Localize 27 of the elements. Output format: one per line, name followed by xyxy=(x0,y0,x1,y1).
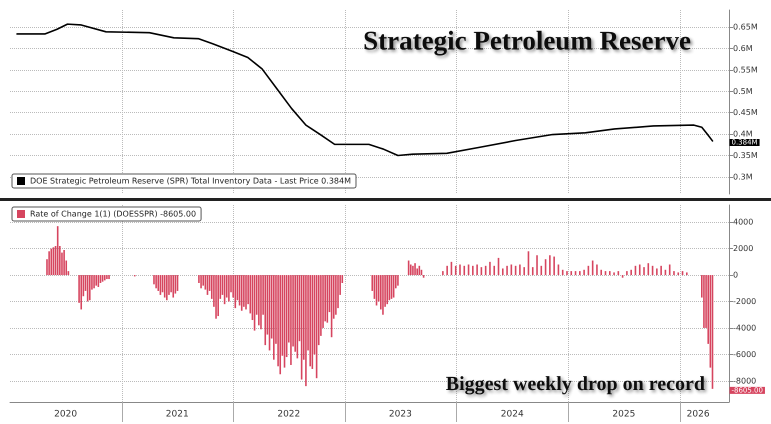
y-tick-label: 0.65M xyxy=(733,22,758,32)
y-tick-label: 0.5M xyxy=(733,86,753,96)
x-tick-label: 2022 xyxy=(277,410,300,420)
y-tick-label: 0 xyxy=(733,270,738,280)
y-tick-label: 0.55M xyxy=(733,65,758,74)
y-tick-label: -4000 xyxy=(733,323,756,332)
y-tick-label: -8000 xyxy=(733,376,756,386)
x-tick-label: 2026 xyxy=(686,410,710,420)
y-tick-label: 2000 xyxy=(733,244,754,254)
y-tick-label: 0.4M xyxy=(733,130,753,139)
line-series xyxy=(16,23,714,156)
x-tick-label: 2025 xyxy=(612,410,636,420)
y-tick-label: -2000 xyxy=(733,297,756,306)
y-tick-label: 0.3M xyxy=(733,172,753,182)
x-tick-label: 2021 xyxy=(166,410,189,420)
annotation: Biggest weekly drop on record xyxy=(446,373,705,395)
y-tick-label: -6000 xyxy=(733,350,756,359)
y-tick-label: 0.45M xyxy=(733,108,758,118)
y-tick-label: 0.6M xyxy=(733,44,753,54)
x-tick-label: 2020 xyxy=(54,410,78,420)
y-tick-label: 0.35M xyxy=(733,150,758,160)
legend-label: Rate of Change 1(1) (DOESSPR) -8605.00 xyxy=(30,210,196,218)
y-tick-label: 4000 xyxy=(733,218,754,227)
legend-label: DOE Strategic Petroleum Reserve (SPR) Total Inventory Data - Last Price 0.384M xyxy=(30,176,352,186)
text: Strategic Petroleum Reserve xyxy=(363,26,692,56)
x-tick-label: 2023 xyxy=(388,410,412,420)
x-tick-label: 2024 xyxy=(500,410,524,420)
